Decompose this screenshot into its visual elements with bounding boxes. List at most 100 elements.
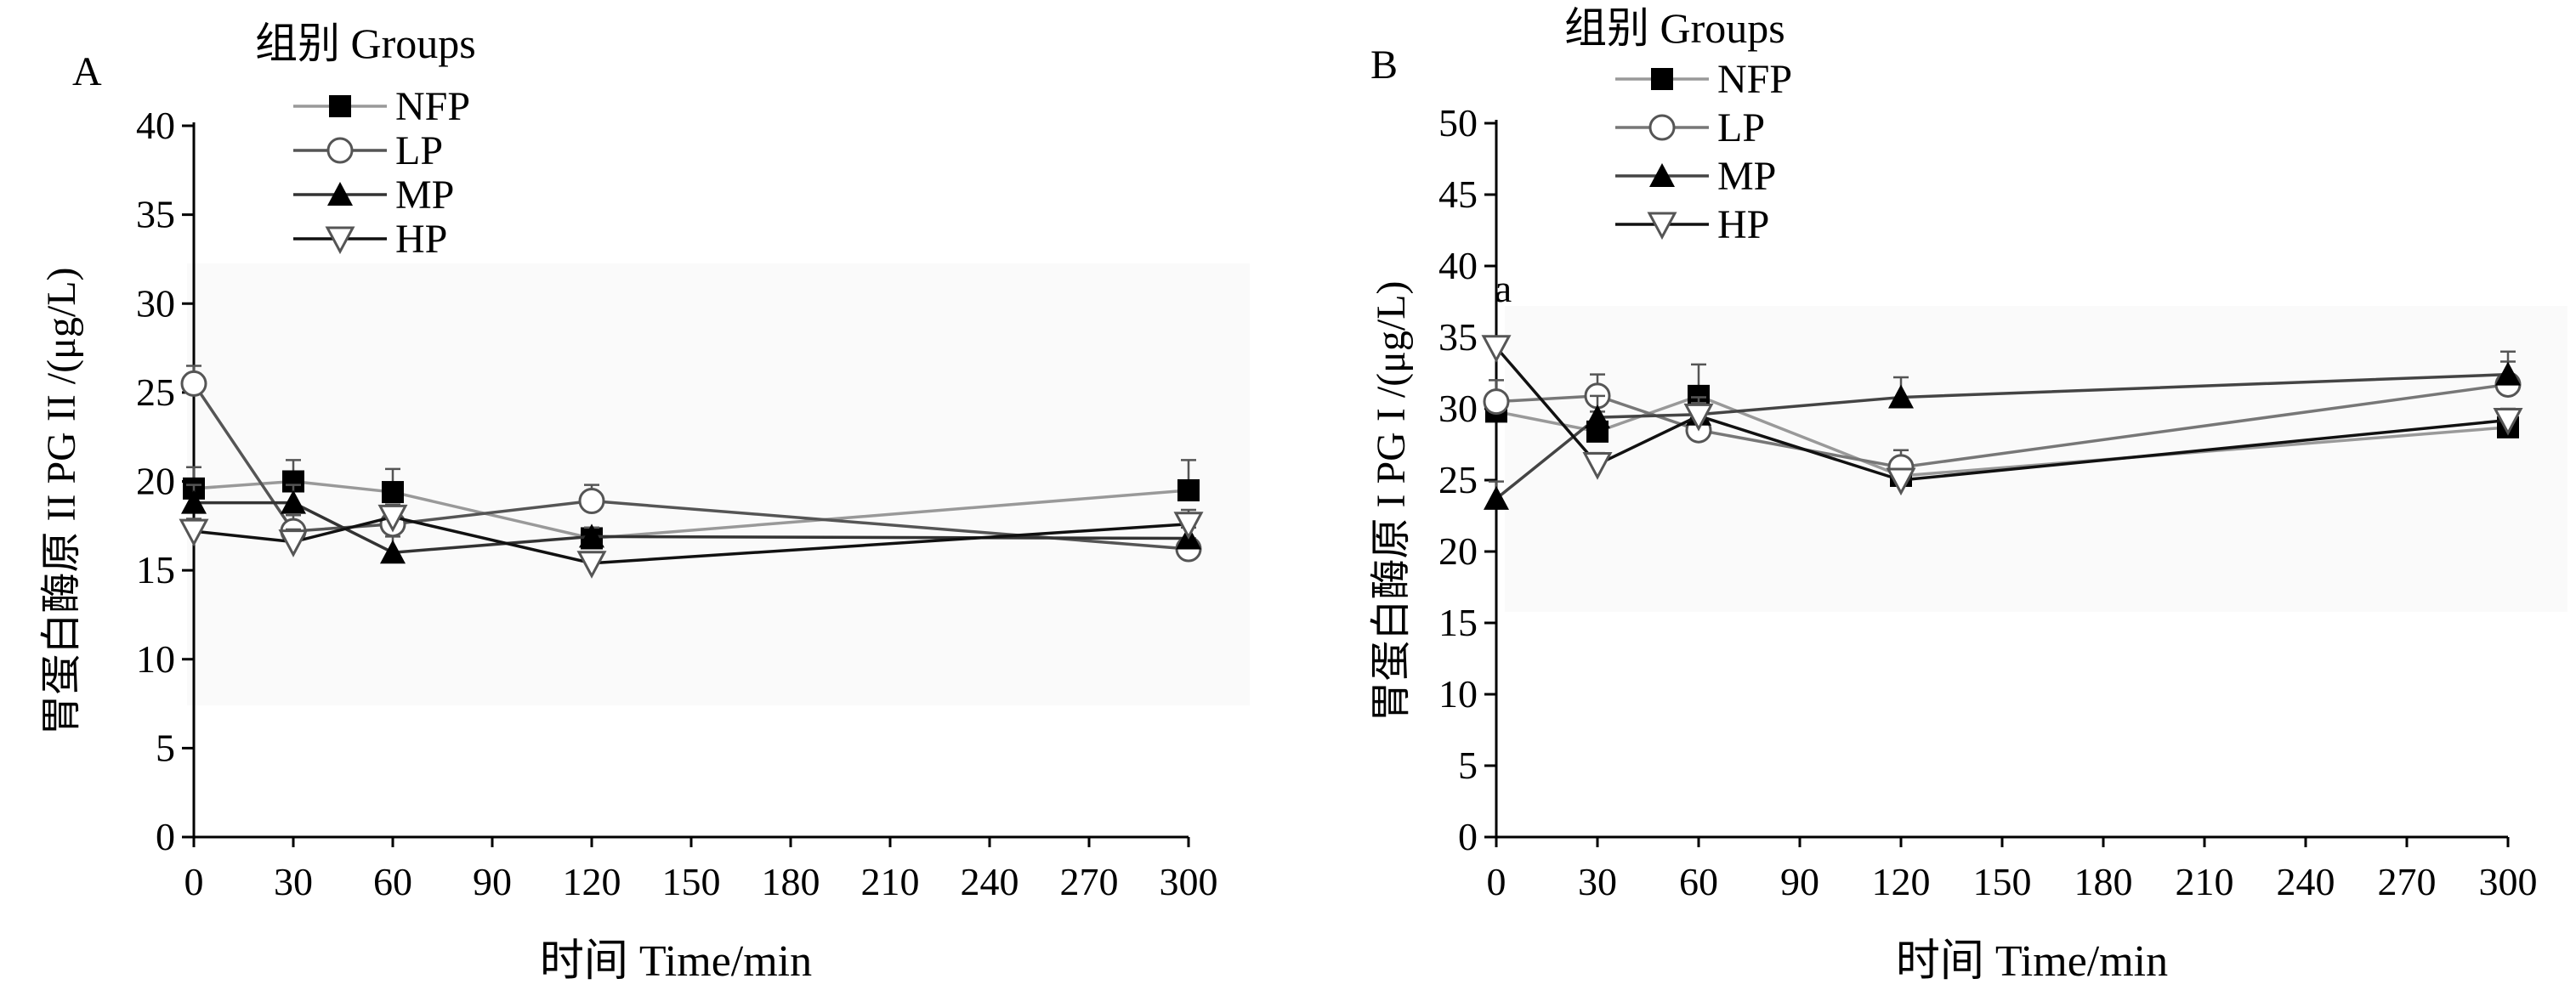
data-point-mp	[1888, 384, 1914, 409]
panel-label: B	[1370, 42, 1398, 88]
legend-marker-mp	[1649, 163, 1675, 187]
data-point-mp	[579, 523, 604, 548]
y-tick-label: 50	[1438, 101, 1478, 144]
data-point-lp	[180, 370, 207, 397]
data-point-mp	[1585, 404, 1610, 429]
y-tick-label: 15	[1438, 601, 1478, 644]
x-tick-label: 300	[1160, 860, 1218, 903]
legend-title: 组别 Groups	[255, 20, 476, 67]
legend-label-nfp: NFP	[395, 84, 470, 129]
y-tick-label: 35	[1438, 315, 1478, 359]
y-tick-label: 25	[136, 371, 175, 414]
y-axis-title: 胃蛋白酶原 II PG II /(μg/L)	[39, 268, 84, 736]
data-point-hp	[2493, 407, 2523, 436]
x-tick-label: 30	[1578, 860, 1617, 903]
axes: 0 5 10 15 20 25 30 35 40 45 50 0 30 60 90 120 150 180 210 2…	[1438, 101, 2538, 903]
x-tick-label: 240	[961, 860, 1019, 903]
x-tick-label: 150	[662, 860, 721, 903]
data-point-mp	[380, 540, 406, 564]
y-tick-label: 0	[1458, 815, 1478, 858]
x-tick-label: 90	[473, 860, 512, 903]
legend-label-mp: MP	[395, 173, 454, 218]
legend-marker-lp	[326, 137, 354, 164]
y-tick-label: 0	[156, 815, 175, 858]
y-axis-title: 胃蛋白酶原 I PG I /(μg/L)	[1369, 280, 1414, 721]
data-marks	[179, 365, 1204, 579]
x-tick-label: 0	[184, 860, 204, 903]
y-tick-label: 30	[136, 281, 175, 325]
y-tick-label: 40	[1438, 244, 1478, 287]
x-tick-label: 0	[1487, 860, 1506, 903]
data-point-nfp	[382, 481, 404, 504]
x-axis-title: 时间 Time/min	[540, 937, 812, 986]
plot-background	[1505, 306, 2567, 612]
x-tick-label: 210	[2176, 860, 2234, 903]
annotation-label: a	[1495, 267, 1512, 310]
legend-marker-lp	[1648, 114, 1676, 141]
y-tick-label: 20	[136, 460, 175, 503]
y-tick-label: 15	[136, 548, 175, 591]
y-tick-label: 5	[1458, 744, 1478, 787]
y-tick-label: 30	[1438, 387, 1478, 430]
x-tick-label: 90	[1780, 860, 1819, 903]
legend-label-lp: LP	[1717, 105, 1765, 150]
x-tick-label: 240	[2277, 860, 2335, 903]
legend-marker-mp	[327, 182, 353, 206]
data-point-lp	[1483, 388, 1510, 416]
x-tick-label: 60	[1679, 860, 1718, 903]
legend-marker-nfp	[329, 95, 351, 117]
x-tick-label: 30	[274, 860, 313, 903]
legend-label-mp: MP	[1717, 154, 1776, 199]
data-point-hp	[1582, 452, 1613, 480]
data-point-mp	[281, 489, 306, 514]
data-point-mp	[1484, 485, 1509, 510]
x-tick-label: 150	[1973, 860, 2032, 903]
y-tick-label: 5	[156, 726, 175, 769]
y-tick-label: 40	[136, 104, 175, 147]
data-point-hp	[1173, 512, 1204, 540]
panel-label: A	[72, 49, 102, 94]
legend-label-nfp: NFP	[1717, 57, 1792, 102]
data-point-nfp	[1177, 478, 1200, 501]
panel-b: B 组别 Groups 胃蛋白酶原 I PG I /(μg/L) 时间 Time…	[1369, 4, 2567, 986]
y-tick-label: 20	[1438, 529, 1478, 573]
legend-label-hp: HP	[395, 217, 447, 262]
legend-label-hp: HP	[1717, 202, 1769, 247]
x-tick-label: 210	[861, 860, 920, 903]
data-point-hp	[1886, 467, 1916, 496]
legend-title: 组别 Groups	[1564, 4, 1785, 52]
data-point-hp	[1683, 403, 1714, 432]
data-point-hp	[377, 504, 408, 533]
x-tick-label: 270	[1060, 860, 1119, 903]
legend-marker-hp	[1647, 212, 1677, 240]
x-tick-label: 270	[2378, 860, 2437, 903]
y-tick-label: 25	[1438, 458, 1478, 501]
y-tick-label: 35	[136, 193, 175, 236]
plot-background	[187, 263, 1250, 705]
data-point-lp	[578, 488, 605, 515]
panel-a: A 组别 Groups 胃蛋白酶原 II PG II /(μg/L) 时间 Ti…	[39, 20, 1250, 986]
y-tick-label: 10	[136, 637, 175, 681]
data-point-hp	[1481, 335, 1512, 363]
x-tick-label: 180	[762, 860, 820, 903]
legend-marker-nfp	[1651, 68, 1673, 90]
y-tick-label: 45	[1438, 173, 1478, 216]
x-tick-label: 180	[2074, 860, 2133, 903]
data-point-hp	[278, 529, 309, 557]
y-tick-label: 10	[1438, 672, 1478, 716]
legend-label-lp: LP	[395, 128, 443, 173]
data-point-mp	[181, 489, 207, 514]
data-point-hp	[179, 518, 209, 547]
x-tick-label: 60	[373, 860, 412, 903]
data-point-mp	[2495, 361, 2521, 386]
x-axis-title: 时间 Time/min	[1896, 937, 2168, 986]
x-tick-label: 300	[2479, 860, 2538, 903]
data-point-hp	[576, 551, 607, 579]
axes: 0 5 10 15 20 25 30 35 40 0 30 60 90 120 150 180 210 240 27…	[136, 104, 1218, 903]
x-tick-label: 120	[563, 860, 621, 903]
legend-marker-hp	[325, 226, 355, 255]
